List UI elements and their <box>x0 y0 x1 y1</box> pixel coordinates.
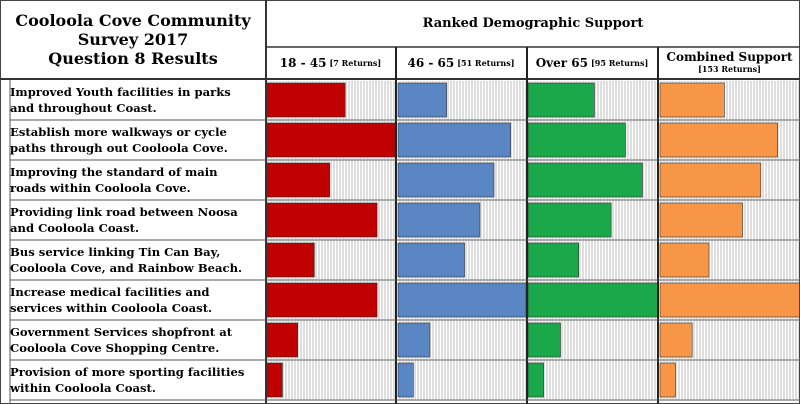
row-label: Improving the standard of main roads with… <box>10 161 262 199</box>
bar <box>659 242 710 278</box>
cell-background <box>398 361 526 399</box>
row-label-line: Establish more walkways or cycle <box>10 125 227 139</box>
bar <box>266 82 346 118</box>
bar <box>397 362 414 398</box>
header-title: Ranked Demographic Support <box>422 16 644 31</box>
row-label: Provision of more sporting facilities wit… <box>10 361 262 399</box>
title-line-3: Question 8 Results <box>48 49 218 68</box>
cell-background <box>660 361 800 399</box>
bar <box>397 322 431 358</box>
column-header-18-45: 18 - 45 [7 Returns] <box>266 48 395 78</box>
bar <box>397 82 447 118</box>
row-label-line: roads within Cooloola Cove. <box>10 181 191 195</box>
bar <box>659 122 778 158</box>
column-returns: [51 Returns] <box>457 58 515 68</box>
row-label-line: Government Services shopfront at <box>10 325 233 339</box>
row-label: Bus service linking Tin Can Bay, Cooloola… <box>10 241 262 279</box>
bar <box>527 322 561 358</box>
bar <box>659 282 800 318</box>
row-label-line: paths through out Cooloola Cove. <box>10 141 228 155</box>
bar <box>397 202 481 238</box>
bar <box>527 122 626 158</box>
column-header-combined: Combined Support [153 Returns] <box>659 48 800 78</box>
bar <box>266 282 378 318</box>
bar <box>527 242 580 278</box>
cell-background <box>267 361 395 399</box>
column-header-46-65: 46 - 65 [51 Returns] <box>397 48 525 78</box>
row-label-line: Providing link road between Noosa <box>10 205 238 219</box>
row-label-line: and throughout Coast. <box>10 101 157 115</box>
column-label: 18 - 45 <box>279 56 327 70</box>
title-line-1: Cooloola Cove Community <box>15 11 251 30</box>
bar <box>659 362 676 398</box>
bar <box>527 362 544 398</box>
row-label: Government Services shopfront at Cooloola… <box>10 321 262 359</box>
bar <box>266 162 331 198</box>
title-line-2: Survey 2017 <box>77 30 189 49</box>
column-label: Over 65 <box>535 56 588 70</box>
row-label: Providing link road between Noosa and Coo… <box>10 201 262 239</box>
bar <box>659 322 693 358</box>
bar <box>527 82 595 118</box>
row-label-line: Improved Youth facilities in parks <box>10 85 231 99</box>
bar <box>397 242 465 278</box>
row-label-line: Bus service linking Tin Can Bay, <box>10 245 221 259</box>
row-label-line: Improving the standard of main <box>10 165 218 179</box>
bar <box>266 322 299 358</box>
column-label: 46 - 65 <box>407 56 455 70</box>
row-label-line: services within Cooloola Coast. <box>10 301 213 315</box>
row-label-line: Cooloola Cove Shopping Centre. <box>10 341 220 355</box>
bar <box>266 122 396 158</box>
survey-title: Cooloola Cove Community Survey 2017 Ques… <box>0 0 266 79</box>
row-label-line: Increase medical facilities and <box>10 285 210 299</box>
bar <box>659 202 743 238</box>
row-label-line: Cooloola Cove, and Rainbow Beach. <box>10 261 243 275</box>
bar <box>266 242 315 278</box>
bar <box>659 82 725 118</box>
column-returns: [153 Returns] <box>698 64 761 74</box>
bar <box>527 282 659 318</box>
column-header-over-65: Over 65 [95 Returns] <box>527 48 657 78</box>
bar <box>397 282 527 318</box>
row-label: Increase medical facilities and services … <box>10 281 262 319</box>
bar <box>266 202 378 238</box>
bar <box>397 122 511 158</box>
column-returns: [7 Returns] <box>329 58 382 68</box>
column-label: Combined Support <box>666 50 793 64</box>
row-label-line: within Cooloola Coast. <box>10 381 156 395</box>
bar <box>659 162 762 198</box>
cell-background <box>528 361 658 399</box>
row-label-line: Provision of more sporting facilities <box>10 365 245 379</box>
bar <box>397 162 495 198</box>
column-returns: [95 Returns] <box>590 58 649 68</box>
bar <box>527 162 643 198</box>
row-label: Improved Youth facilities in parks and th… <box>10 81 262 119</box>
row-label: Establish more walkways or cycle paths th… <box>10 121 262 159</box>
row-label-line: and Cooloola Coast. <box>10 221 139 235</box>
bar <box>266 362 283 398</box>
bar <box>527 202 612 238</box>
